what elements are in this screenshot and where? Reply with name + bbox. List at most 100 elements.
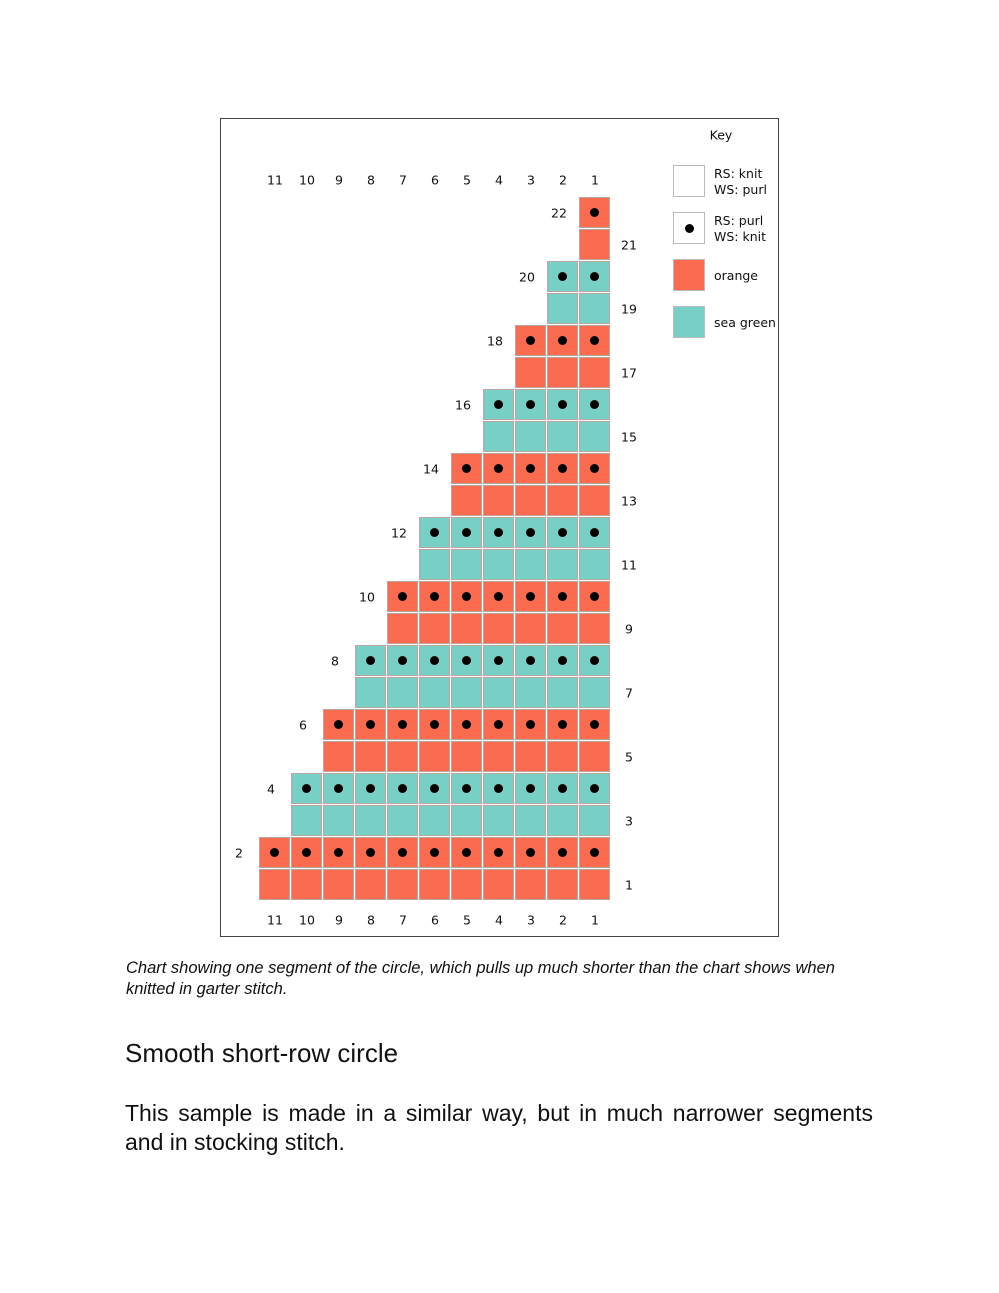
- purl-dot-icon: [462, 720, 471, 729]
- stitch-cell: [483, 389, 514, 420]
- purl-dot-icon: [398, 592, 407, 601]
- stitch-cell: [291, 773, 322, 804]
- purl-dot-icon: [526, 784, 535, 793]
- stitch-cell: [579, 741, 610, 772]
- purl-dot-icon: [366, 656, 375, 665]
- stitch-cell: [419, 581, 450, 612]
- purl-dot-icon: [334, 784, 343, 793]
- stitch-cell: [419, 741, 450, 772]
- row-number: 21: [621, 237, 637, 253]
- stitch-cell: [547, 517, 578, 548]
- stitch-cell: [515, 837, 546, 868]
- stitch-cell: [579, 837, 610, 868]
- purl-dot-icon: [398, 784, 407, 793]
- stitch-cell: [483, 709, 514, 740]
- column-number-bottom: 11: [267, 912, 283, 928]
- stitch-cell: [515, 773, 546, 804]
- stitch-cell: [483, 613, 514, 644]
- stitch-cell: [291, 805, 322, 836]
- stitch-cell: [579, 389, 610, 420]
- stitch-cell: [579, 293, 610, 324]
- stitch-cell: [579, 197, 610, 228]
- stitch-cell: [579, 453, 610, 484]
- stitch-cell: [419, 677, 450, 708]
- stitch-cell: [355, 837, 386, 868]
- stitch-cell: [547, 837, 578, 868]
- purl-dot-icon: [590, 528, 599, 537]
- stitch-cell: [515, 357, 546, 388]
- stitch-cell: [579, 517, 610, 548]
- purl-dot-icon: [494, 400, 503, 409]
- purl-dot-icon: [590, 784, 599, 793]
- stitch-cell: [387, 869, 418, 900]
- row-number: 22: [551, 205, 567, 221]
- stitch-cell: [483, 485, 514, 516]
- stitch-cell: [387, 645, 418, 676]
- stitch-cell: [579, 357, 610, 388]
- stitch-cell: [451, 549, 482, 580]
- purl-dot-icon: [462, 784, 471, 793]
- stitch-cell: [451, 613, 482, 644]
- purl-dot-icon: [462, 848, 471, 857]
- stitch-cell: [515, 869, 546, 900]
- column-number-bottom: 2: [559, 912, 567, 928]
- stitch-cell: [451, 517, 482, 548]
- purl-dot-icon: [526, 592, 535, 601]
- stitch-cell: [387, 613, 418, 644]
- stitch-cell: [451, 805, 482, 836]
- stitch-cell: [515, 325, 546, 356]
- stitch-cell: [419, 517, 450, 548]
- column-number-top: 11: [267, 172, 283, 188]
- stitch-cell: [547, 549, 578, 580]
- stitch-cell: [419, 869, 450, 900]
- column-number-bottom: 1: [591, 912, 599, 928]
- stitch-cell: [483, 773, 514, 804]
- column-number-top: 4: [495, 172, 503, 188]
- stitch-cell: [547, 869, 578, 900]
- purl-dot-icon: [526, 400, 535, 409]
- purl-dot-icon: [494, 784, 503, 793]
- row-number: 14: [423, 461, 439, 477]
- stitch-cell: [483, 869, 514, 900]
- stitch-cell: [515, 549, 546, 580]
- stitch-cell: [483, 421, 514, 452]
- purl-dot-icon: [494, 528, 503, 537]
- column-number-bottom: 6: [431, 912, 439, 928]
- key-swatch-knit: [673, 165, 705, 197]
- purl-dot-icon: [590, 464, 599, 473]
- column-number-top: 1: [591, 172, 599, 188]
- stitch-cell: [483, 677, 514, 708]
- stitch-cell: [355, 741, 386, 772]
- stitch-cell: [451, 773, 482, 804]
- stitch-cell: [483, 805, 514, 836]
- purl-dot-icon: [526, 656, 535, 665]
- purl-dot-icon: [526, 720, 535, 729]
- row-number: 11: [621, 557, 637, 573]
- column-number-bottom: 7: [399, 912, 407, 928]
- stitch-cell: [515, 421, 546, 452]
- chart-caption: Chart showing one segment of the circle,…: [126, 959, 835, 998]
- purl-dot-icon: [590, 848, 599, 857]
- column-number-top: 5: [463, 172, 471, 188]
- stitch-cell: [483, 549, 514, 580]
- stitch-cell: [259, 869, 290, 900]
- chart-frame: [220, 118, 779, 937]
- purl-dot-icon: [558, 336, 567, 345]
- key-label-orange: orange: [714, 268, 758, 283]
- stitch-cell: [419, 613, 450, 644]
- stitch-cell: [579, 549, 610, 580]
- row-number: 4: [267, 781, 275, 797]
- stitch-cell: [515, 613, 546, 644]
- stitch-cell: [323, 837, 354, 868]
- stitch-cell: [483, 741, 514, 772]
- stitch-cell: [547, 453, 578, 484]
- column-number-bottom: 4: [495, 912, 503, 928]
- row-number: 12: [391, 525, 407, 541]
- purl-dot-icon: [302, 848, 311, 857]
- stitch-cell: [515, 389, 546, 420]
- column-number-top: 8: [367, 172, 375, 188]
- stitch-cell: [579, 869, 610, 900]
- purl-dot-icon: [430, 784, 439, 793]
- stitch-cell: [451, 677, 482, 708]
- purl-dot-icon: [526, 464, 535, 473]
